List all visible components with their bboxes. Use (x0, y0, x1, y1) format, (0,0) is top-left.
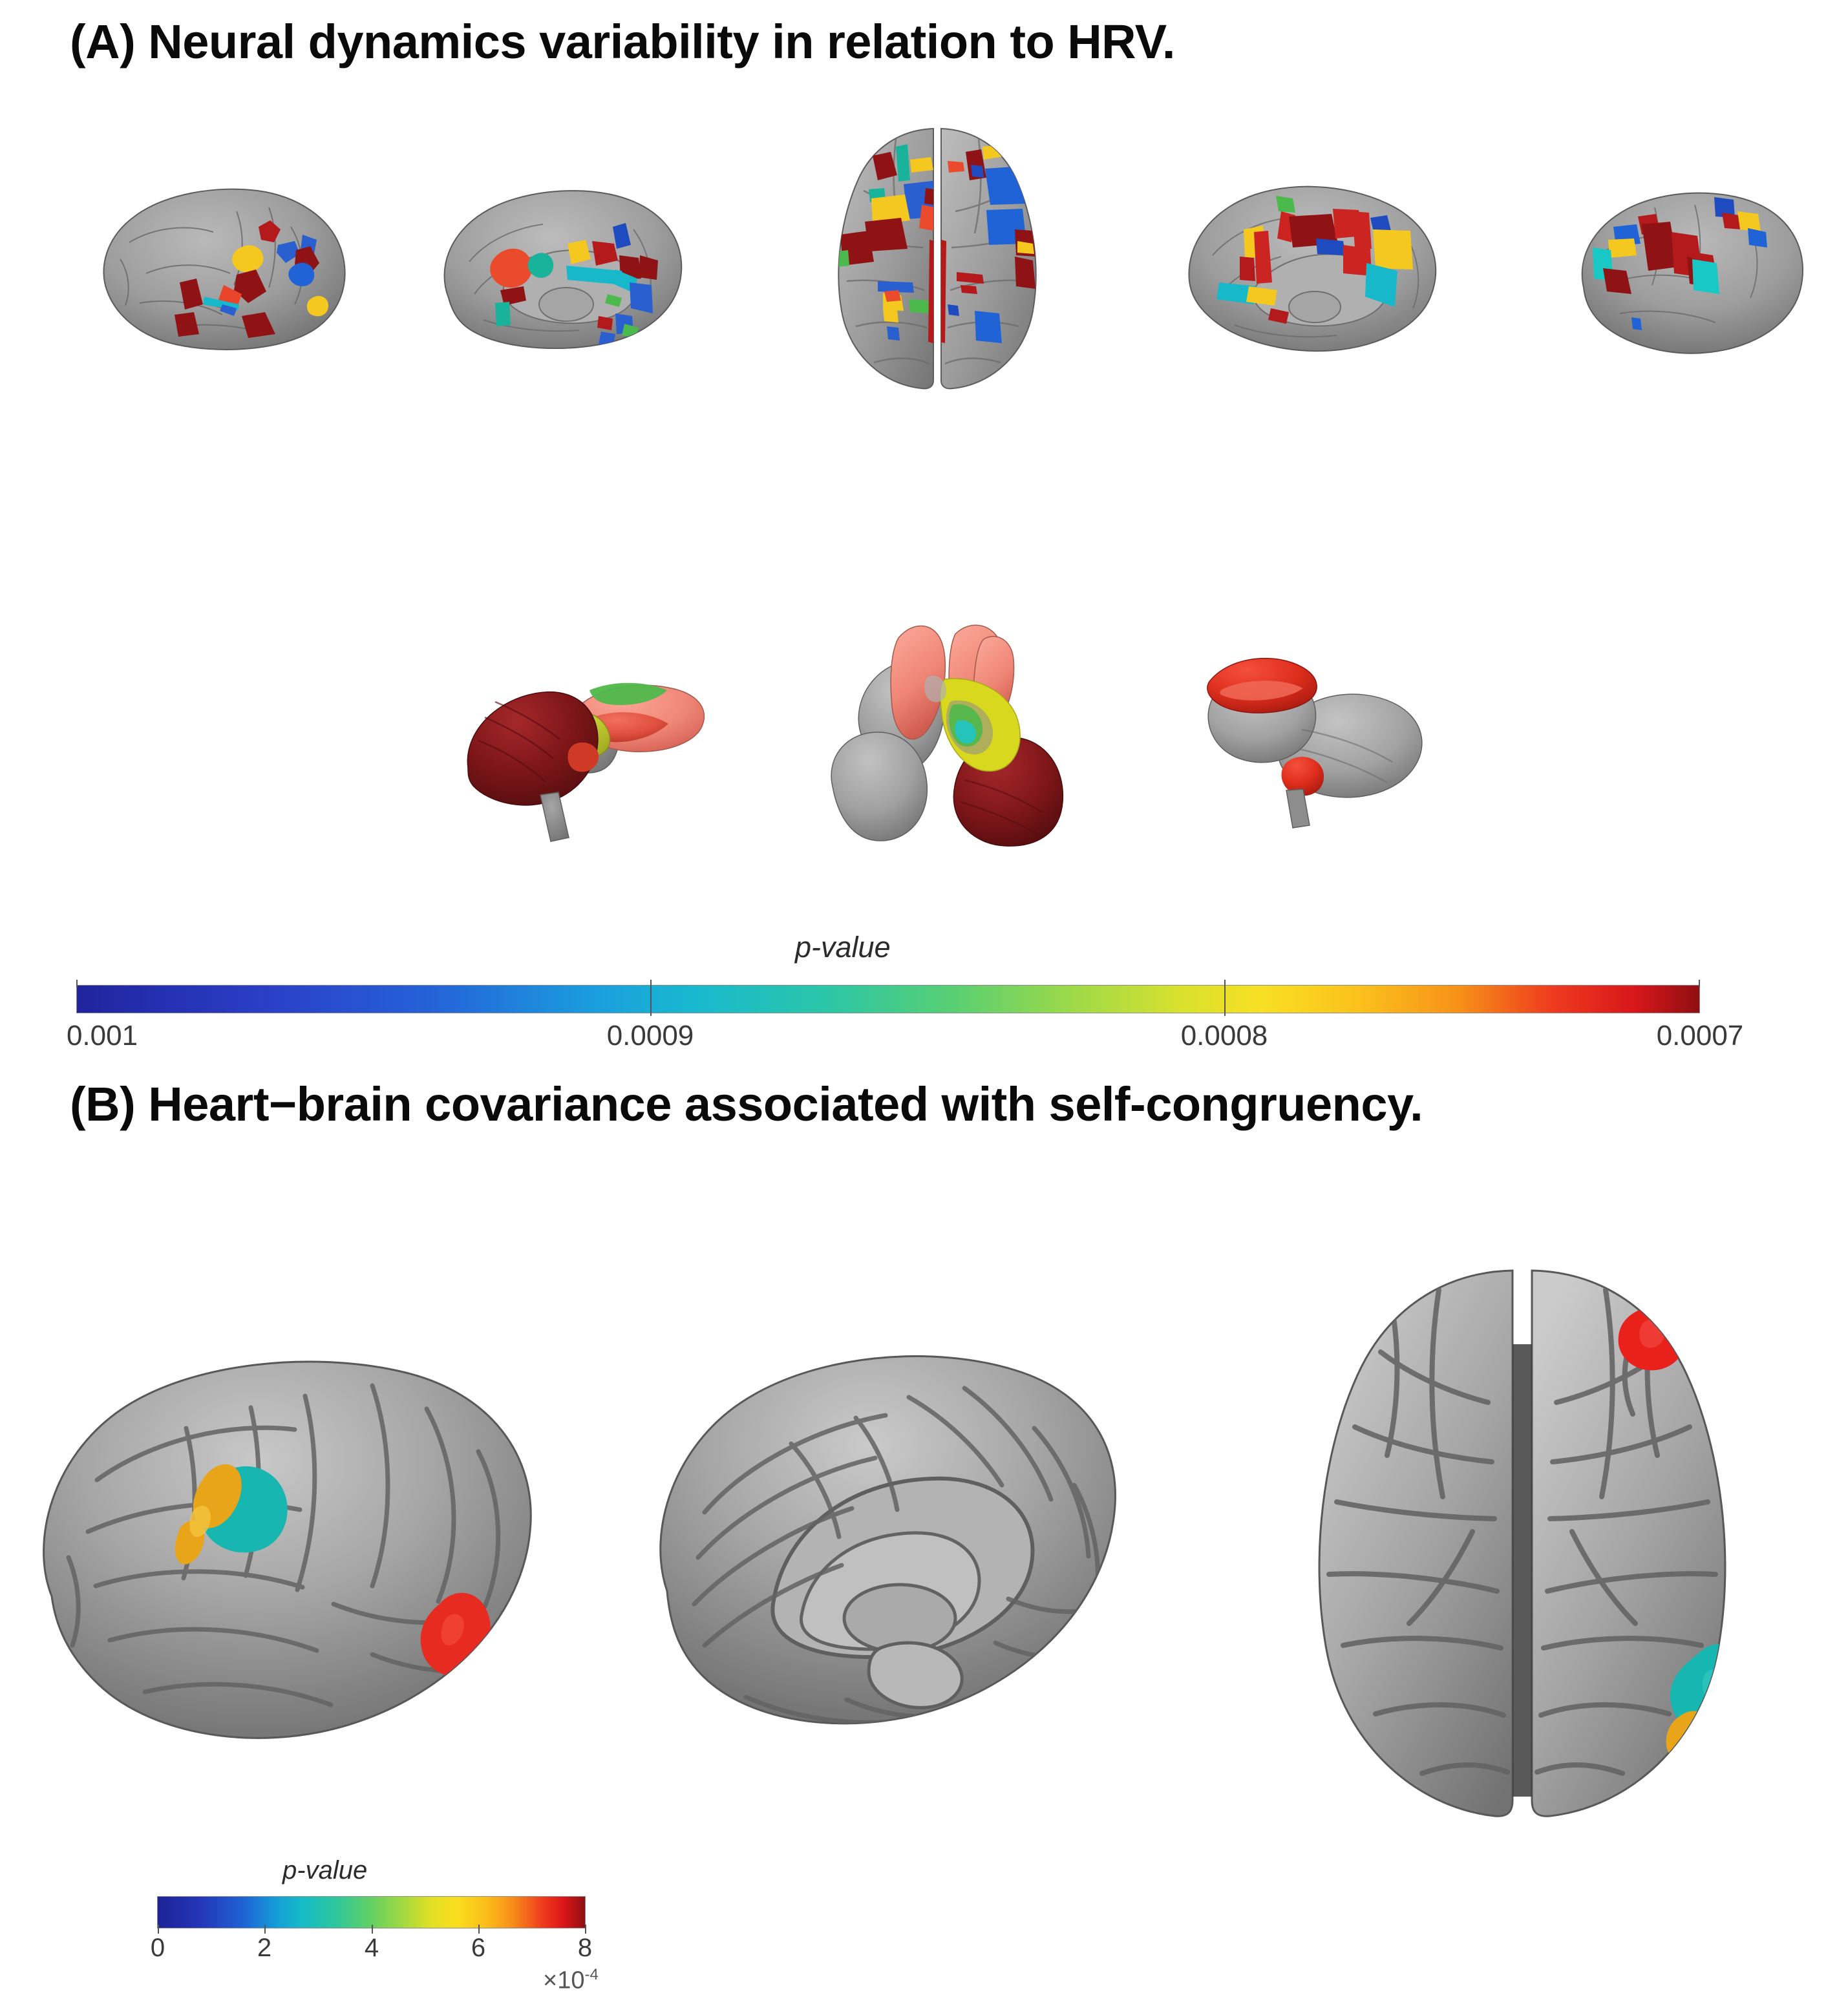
colorbar-b-ticklabel-1: 2 (257, 1934, 272, 1962)
brain-view-dorsal-a (802, 120, 1073, 397)
colorbar-b-ticklabel-0: 0 (150, 1934, 165, 1962)
brain-view-dorsal-b (1254, 1254, 1790, 1835)
colorbar-b-tick-4 (585, 1925, 586, 1934)
colorbar-a-tick-3 (1699, 980, 1700, 987)
colorbar-a-ticklabel-0: 0.001 (66, 1020, 138, 1051)
colorbar-b-multiplier-exponent: -4 (584, 1966, 599, 1983)
colorbar-a-tick-2 (1224, 980, 1226, 1016)
colorbar-b-ticklabel-4: 8 (577, 1934, 593, 1962)
brain-view-right-lateral-a (1551, 171, 1823, 372)
colorbar-b-tick-2 (372, 1925, 373, 1934)
brain-view-left-medial-b (608, 1312, 1144, 1790)
panel-a-colorbar (76, 985, 1700, 1013)
panel-b-colorbar-title: p-value (282, 1856, 368, 1885)
colorbar-a-ticklabel-2: 0.0008 (1180, 1020, 1268, 1051)
colorbar-b-multiplier-base: ×10 (543, 1967, 585, 1994)
brain-view-right-medial-a (1157, 165, 1461, 372)
brain-view-subcortical-right-a (1170, 611, 1441, 830)
brain-view-left-medial-a (407, 165, 711, 372)
panel-b-title: (B) Heart−brain covariance associated wi… (70, 1077, 1423, 1131)
brain-view-subcortical-posterior-a (795, 604, 1105, 850)
panel-a-title: (A) Neural dynamics variability in relat… (70, 15, 1175, 69)
colorbar-a-tick-1 (650, 980, 652, 1016)
brain-view-subcortical-left-a (446, 601, 763, 847)
panel-a-colorbar-title: p-value (795, 931, 891, 964)
brain-view-left-lateral-b (13, 1318, 569, 1797)
colorbar-b-tick-0 (158, 1925, 159, 1934)
colorbar-a-ticklabel-3: 0.0007 (1656, 1020, 1744, 1051)
colorbar-b-tick-3 (478, 1925, 480, 1934)
colorbar-b-ticklabel-3: 6 (471, 1934, 486, 1962)
colorbar-a-ticklabel-1: 0.0009 (606, 1020, 694, 1051)
colorbar-b-multiplier: ×10-4 (543, 1966, 599, 1995)
panel-b-colorbar (157, 1896, 586, 1928)
colorbar-a-tick-0 (76, 980, 78, 987)
colorbar-b-ticklabel-2: 4 (364, 1934, 379, 1962)
brain-view-left-lateral-a (84, 165, 381, 372)
colorbar-b-tick-1 (264, 1925, 266, 1934)
